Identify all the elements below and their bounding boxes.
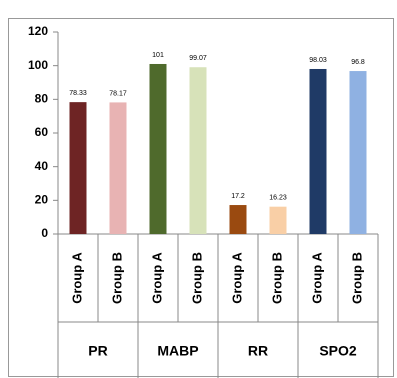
x-tick-label: Group B [109, 252, 124, 304]
bar [349, 71, 367, 234]
value-label: 101 [152, 52, 164, 59]
y-tick-label: 80 [35, 92, 49, 106]
value-label: 78.33 [69, 90, 87, 97]
y-tick-label: 60 [35, 125, 49, 139]
bar [309, 68, 327, 234]
y-tick-label: 40 [35, 159, 49, 173]
value-label: 96.8 [351, 59, 365, 66]
x-tick-label: Group B [189, 252, 204, 304]
y-tick-label: 20 [35, 193, 49, 207]
x-tick-label: Group A [309, 252, 324, 304]
x-tick-label: Group A [149, 252, 164, 304]
bar [269, 206, 287, 234]
value-label: 17.2 [231, 193, 245, 200]
group-label: RR [248, 343, 268, 359]
x-tick-label: Group A [69, 252, 84, 304]
group-label: PR [88, 343, 107, 359]
group-label: MABP [157, 343, 198, 359]
x-tick-label: Group B [349, 252, 364, 304]
y-tick-label: 0 [41, 226, 48, 240]
y-tick-label: 120 [28, 24, 48, 38]
value-label: 98.03 [309, 57, 327, 64]
x-tick-label: Group B [269, 252, 284, 304]
bar [149, 63, 167, 234]
y-tick-label: 100 [28, 58, 48, 72]
bar [109, 102, 127, 234]
x-tick-label: Group A [229, 252, 244, 304]
value-label: 16.23 [269, 195, 287, 202]
bar [69, 102, 87, 234]
group-label: SPO2 [319, 343, 357, 359]
value-label: 99.07 [189, 55, 207, 62]
bar [189, 67, 207, 234]
value-label: 78.17 [109, 90, 127, 97]
chart-border [8, 18, 394, 377]
bar [229, 205, 247, 234]
